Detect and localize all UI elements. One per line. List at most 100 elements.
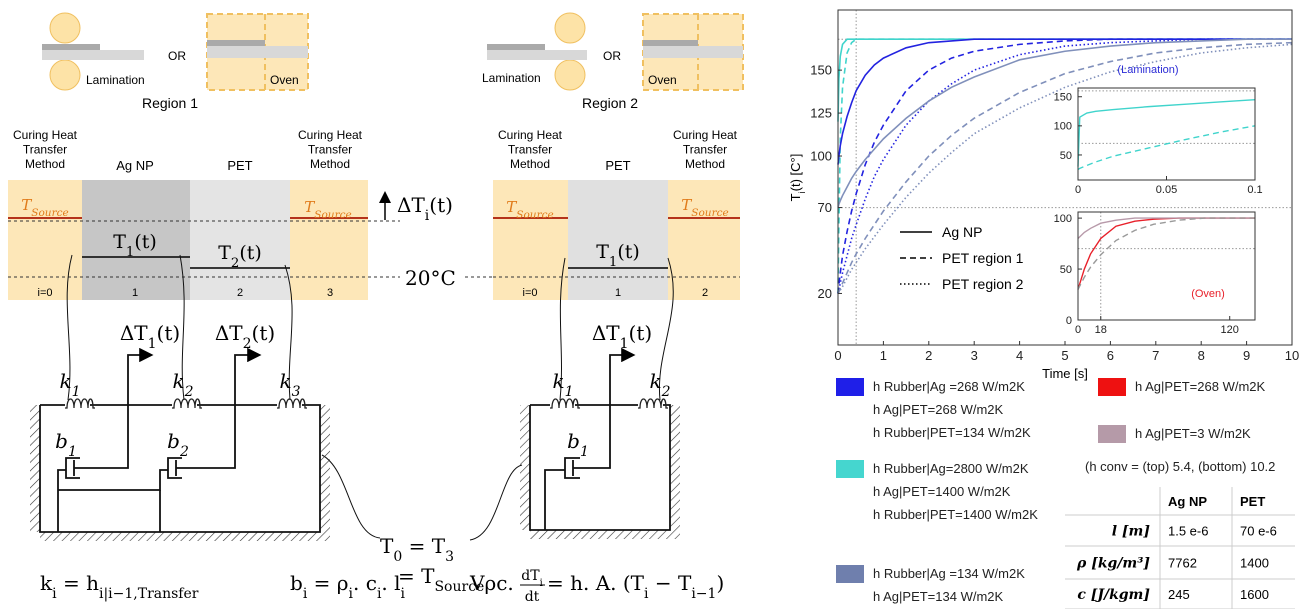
region-title: Region 1 [142, 95, 198, 111]
layer [643, 40, 698, 46]
layer [487, 50, 587, 60]
ground [530, 530, 680, 539]
text-part: T [380, 534, 394, 558]
legend-text: h Rubber|Ag =134 W/m2K [873, 566, 1025, 581]
text-line: Transfer [308, 142, 352, 156]
boundary-line: T0 = T3 [380, 534, 454, 565]
spring [172, 399, 202, 408]
x-tick-label: 0 [834, 348, 841, 363]
source-cell [668, 180, 740, 300]
text-part: = ρ [307, 571, 348, 595]
subscript: i−1 [691, 586, 716, 602]
flow-label: ΔT2(t) [215, 321, 275, 352]
subscript: 2 [184, 384, 194, 400]
y-tick-label: 100 [810, 149, 832, 164]
source-cell [290, 180, 368, 300]
link [58, 470, 66, 532]
source-cell [8, 180, 82, 300]
text-part: . c [353, 571, 377, 595]
wall [670, 405, 680, 530]
pet-cell [190, 180, 290, 300]
text-line: Curing Heat [298, 128, 363, 142]
subscript: 3 [445, 549, 454, 565]
x-tick-label: 6 [1107, 348, 1114, 363]
subscript: i|i−1,Transfer [99, 586, 199, 602]
x-tick-label: 9 [1243, 348, 1250, 363]
text-line: PET [605, 158, 630, 173]
subscript: Source [516, 209, 553, 221]
subscript: 2 [231, 256, 239, 271]
subscript: 1 [580, 444, 589, 460]
subscript: i [401, 586, 406, 602]
layer [207, 40, 265, 46]
leader [470, 465, 522, 540]
roller [555, 60, 585, 90]
damper-label: b2 [167, 429, 189, 460]
spring-label: k1 [552, 369, 573, 400]
subscript: 1 [609, 255, 617, 270]
or-label: OR [603, 49, 621, 63]
table-row-label: l [m] [1112, 524, 1151, 540]
wall [520, 405, 530, 530]
subscript: 1 [68, 444, 77, 460]
delta-label: ΔTi(t) [397, 193, 453, 224]
layer [487, 44, 545, 50]
plot-area [1078, 212, 1255, 320]
y-tick-label: 50 [1060, 264, 1072, 276]
y-tick-label: 50 [1060, 150, 1072, 162]
text-part: − T [649, 571, 692, 595]
text-part: T [113, 231, 126, 253]
text-part: (t) [252, 321, 276, 345]
x-axis-label: Time [s] [1042, 366, 1088, 381]
text-part: k [552, 369, 564, 393]
text-part: . l [381, 571, 400, 595]
text-part: T [596, 241, 609, 263]
legend-swatch [836, 565, 864, 583]
text-part: = T [398, 564, 435, 588]
index-label: 1 [132, 287, 138, 299]
x-tick-label: 0 [1075, 184, 1081, 196]
text-line: Method [510, 157, 550, 171]
legend-text: h Ag|PET=1400 W/m2K [873, 484, 1011, 499]
index-label: 2 [702, 287, 708, 299]
table-cell: 7762 [1168, 556, 1197, 571]
text-part: (t) [C°] [788, 154, 803, 192]
text-line: PET [227, 158, 252, 173]
flow-label: ΔT1(t) [120, 321, 180, 352]
y-tick-label: 100 [1054, 121, 1072, 133]
legend-text: h Rubber|Ag=2800 W/m2K [873, 461, 1029, 476]
text-part: (t) [617, 241, 639, 263]
x-tick-label: 1 [880, 348, 887, 363]
x-tick-label: 0.1 [1247, 184, 1262, 196]
table-cell: 1400 [1240, 556, 1269, 571]
legend-label: PET region 2 [942, 276, 1024, 292]
region-title: Region 2 [582, 95, 638, 111]
text-part: b [55, 429, 68, 453]
index-label: i=0 [523, 287, 538, 299]
note: (h conv = (top) 5.4, (bottom) 10.2 [1085, 459, 1275, 474]
legend-text: h Rubber|PET=134 W/m2K [873, 425, 1031, 440]
text-line: Method [685, 157, 725, 171]
y-axis-label: Ti(t) [C°] [788, 154, 807, 202]
table-cell: 1.5 e-6 [1168, 524, 1208, 539]
text-part: b [567, 429, 580, 453]
x-tick-label: 3 [971, 348, 978, 363]
text-line: Ag NP [116, 158, 154, 173]
spring [65, 399, 95, 408]
x-tick-label: 0 [1075, 324, 1081, 336]
formula-denominator: dt [525, 589, 540, 605]
legend-text: h Rubber|PET=1400 W/m2K [873, 507, 1038, 522]
y-tick-label: 70 [818, 200, 832, 215]
subscript: 2 [661, 384, 671, 400]
roller [50, 13, 80, 43]
column-header: Curing HeatTransferMethod [673, 128, 738, 171]
y-tick-label: 150 [1054, 92, 1072, 104]
annotation: (Oven) [1191, 288, 1225, 300]
legend-text: h Ag|PET=3 W/m2K [1135, 426, 1251, 441]
formula: ki = hi|i−1,Transfer [40, 571, 199, 602]
x-tick-label: 8 [1198, 348, 1205, 363]
index-label: 2 [237, 287, 243, 299]
subscript: 3 [292, 384, 301, 400]
